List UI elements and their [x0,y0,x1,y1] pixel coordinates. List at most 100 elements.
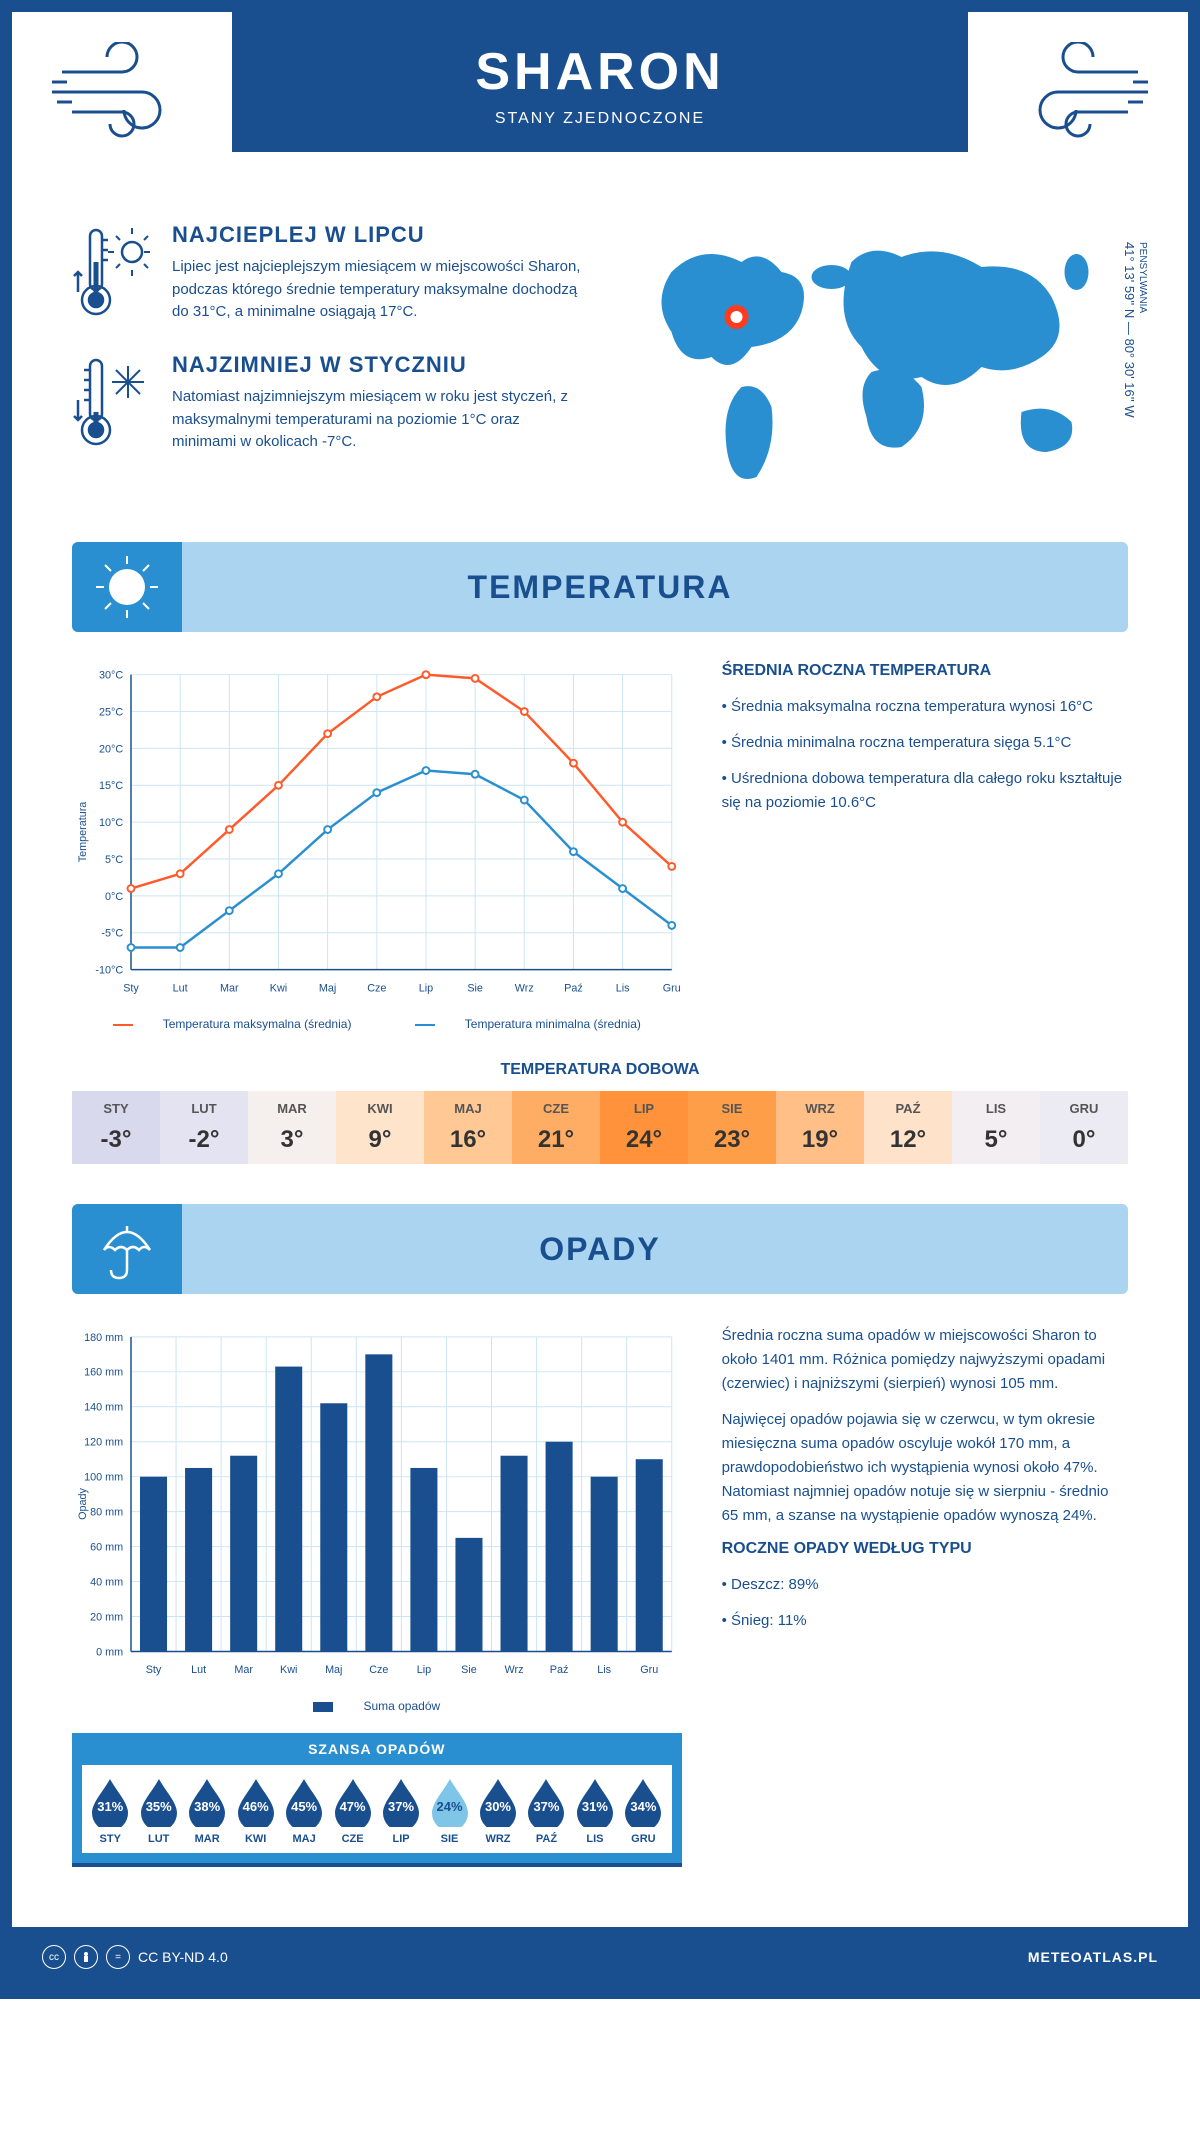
intro-row: NAJCIEPLEJ W LIPCU Lipiec jest najcieple… [72,222,1128,502]
svg-text:Temperatura: Temperatura [77,802,89,863]
dobowa-cell: LIP24° [600,1091,688,1164]
svg-text:5°C: 5°C [105,854,123,866]
precip-type-title: ROCZNE OPADY WEDŁUG TYPU [722,1540,1128,1558]
warmest-text: Lipiec jest najcieplejszym miesiącem w m… [172,256,585,324]
footer: cc = CC BY-ND 4.0 METEOATLAS.PL [12,1927,1188,1987]
svg-text:Lut: Lut [173,982,188,994]
svg-text:Mar: Mar [234,1664,253,1676]
infographic-container: SHARON STANY ZJEDNOCZONE [0,0,1200,1999]
svg-text:80 mm: 80 mm [90,1507,123,1519]
svg-text:0°C: 0°C [105,891,123,903]
dobowa-cell: KWI9° [336,1091,424,1164]
svg-text:Lis: Lis [597,1664,611,1676]
svg-text:Paź: Paź [550,1664,569,1676]
svg-text:Cze: Cze [367,982,386,994]
umbrella-icon [72,1204,182,1294]
dobowa-cell: SIE23° [688,1091,776,1164]
svg-text:Gru: Gru [640,1664,658,1676]
svg-text:160 mm: 160 mm [84,1367,123,1379]
warmest-title: NAJCIEPLEJ W LIPCU [172,222,585,248]
temperature-title: TEMPERATURA [72,569,1128,606]
temp-stats-title: ŚREDNIA ROCZNA TEMPERATURA [722,662,1128,680]
title-banner: SHARON STANY ZJEDNOCZONE [232,12,968,152]
dobowa-title: TEMPERATURA DOBOWA [72,1061,1128,1079]
license-text: CC BY-ND 4.0 [138,1949,228,1965]
temperature-banner: TEMPERATURA [72,542,1128,632]
drop-cell: 24% SIE [427,1777,471,1845]
precipitation-banner: OPADY [72,1204,1128,1294]
dobowa-cell: STY-3° [72,1091,160,1164]
wind-swirl-icon [988,42,1148,147]
drop-cell: 46% KWI [233,1777,277,1845]
temp-legend: Temperatura maksymalna (średnia) Tempera… [72,1017,682,1031]
drop-cell: 34% GRU [621,1777,665,1845]
svg-text:100 mm: 100 mm [84,1472,123,1484]
dobowa-table: STY-3°LUT-2°MAR3°KWI9°MAJ16°CZE21°LIP24°… [72,1091,1128,1164]
svg-text:Lip: Lip [419,982,433,994]
precip-legend: Suma opadów [72,1699,682,1713]
temp-stat-item: • Średnia maksymalna roczna temperatura … [722,695,1128,719]
drop-cell: 31% LIS [573,1777,617,1845]
svg-text:-10°C: -10°C [95,965,123,977]
dobowa-cell: WRZ19° [776,1091,864,1164]
cc-icon: cc [42,1945,66,1969]
drop-cell: 47% CZE [330,1777,374,1845]
svg-text:Sty: Sty [123,982,139,994]
svg-text:Maj: Maj [319,982,336,994]
svg-text:10°C: 10°C [99,817,123,829]
svg-text:Cze: Cze [369,1664,388,1676]
dobowa-cell: LIS5° [952,1091,1040,1164]
precip-para1: Średnia roczna suma opadów w miejscowośc… [722,1324,1128,1396]
svg-text:25°C: 25°C [99,706,123,718]
svg-text:0 mm: 0 mm [96,1646,123,1658]
world-map [615,222,1128,502]
svg-text:120 mm: 120 mm [84,1437,123,1449]
thermometer-cold-icon [72,352,152,457]
temp-stat-item: • Średnia minimalna roczna temperatura s… [722,731,1128,755]
svg-text:Opady: Opady [77,1487,89,1519]
svg-text:140 mm: 140 mm [84,1402,123,1414]
site-name: METEOATLAS.PL [1028,1949,1158,1965]
thermometer-hot-icon [72,222,152,327]
precip-para2: Najwięcej opadów pojawia się w czerwcu, … [722,1408,1128,1528]
szansa-title: SZANSA OPADÓW [82,1733,672,1765]
city-title: SHARON [232,42,968,102]
nd-icon: = [106,1945,130,1969]
region-label: PENSYLWANIA [1137,242,1148,414]
temp-stat-item: • Uśredniona dobowa temperatura dla całe… [722,767,1128,815]
szansa-box: SZANSA OPADÓW 31% STY 35% LUT 38% MAR 46… [72,1733,682,1867]
country-subtitle: STANY ZJEDNOCZONE [232,110,968,128]
header: SHARON STANY ZJEDNOCZONE [12,12,1188,192]
svg-text:Lis: Lis [616,982,630,994]
svg-text:15°C: 15°C [99,780,123,792]
precip-rain: • Deszcz: 89% [722,1573,1128,1597]
precipitation-chart: 0 mm 20 mm 40 mm 60 mm 80 mm 100 mm 120 mm 140 … [72,1324,682,1684]
svg-text:Kwi: Kwi [270,982,287,994]
svg-text:20 mm: 20 mm [90,1611,123,1623]
drop-cell: 35% LUT [136,1777,180,1845]
coords-value: 41° 13' 59'' N — 80° 30' 16'' W [1122,242,1137,418]
coldest-text: Natomiast najzimniejszym miesiącem w rok… [172,386,585,454]
svg-text:Wrz: Wrz [515,982,534,994]
coordinates: PENSYLWANIA 41° 13' 59'' N — 80° 30' 16'… [1122,242,1148,418]
svg-text:Wrz: Wrz [505,1664,524,1676]
svg-text:20°C: 20°C [99,743,123,755]
drop-cell: 31% STY [88,1777,132,1845]
svg-text:-5°C: -5°C [101,928,123,940]
drop-cell: 45% MAJ [282,1777,326,1845]
svg-text:40 mm: 40 mm [90,1576,123,1588]
dobowa-cell: CZE21° [512,1091,600,1164]
svg-text:Lip: Lip [417,1664,431,1676]
precipitation-text: Średnia roczna suma opadów w miejscowośc… [722,1324,1128,1867]
dobowa-cell: MAR3° [248,1091,336,1164]
drop-cell: 30% WRZ [476,1777,520,1845]
svg-text:180 mm: 180 mm [84,1332,123,1344]
coldest-title: NAJZIMNIEJ W STYCZNIU [172,352,585,378]
svg-text:30°C: 30°C [99,670,123,682]
svg-text:Gru: Gru [663,982,681,994]
wind-swirl-icon [52,42,212,147]
dobowa-cell: LUT-2° [160,1091,248,1164]
svg-text:Kwi: Kwi [280,1664,297,1676]
svg-text:60 mm: 60 mm [90,1542,123,1554]
drop-cell: 37% PAŹ [524,1777,568,1845]
